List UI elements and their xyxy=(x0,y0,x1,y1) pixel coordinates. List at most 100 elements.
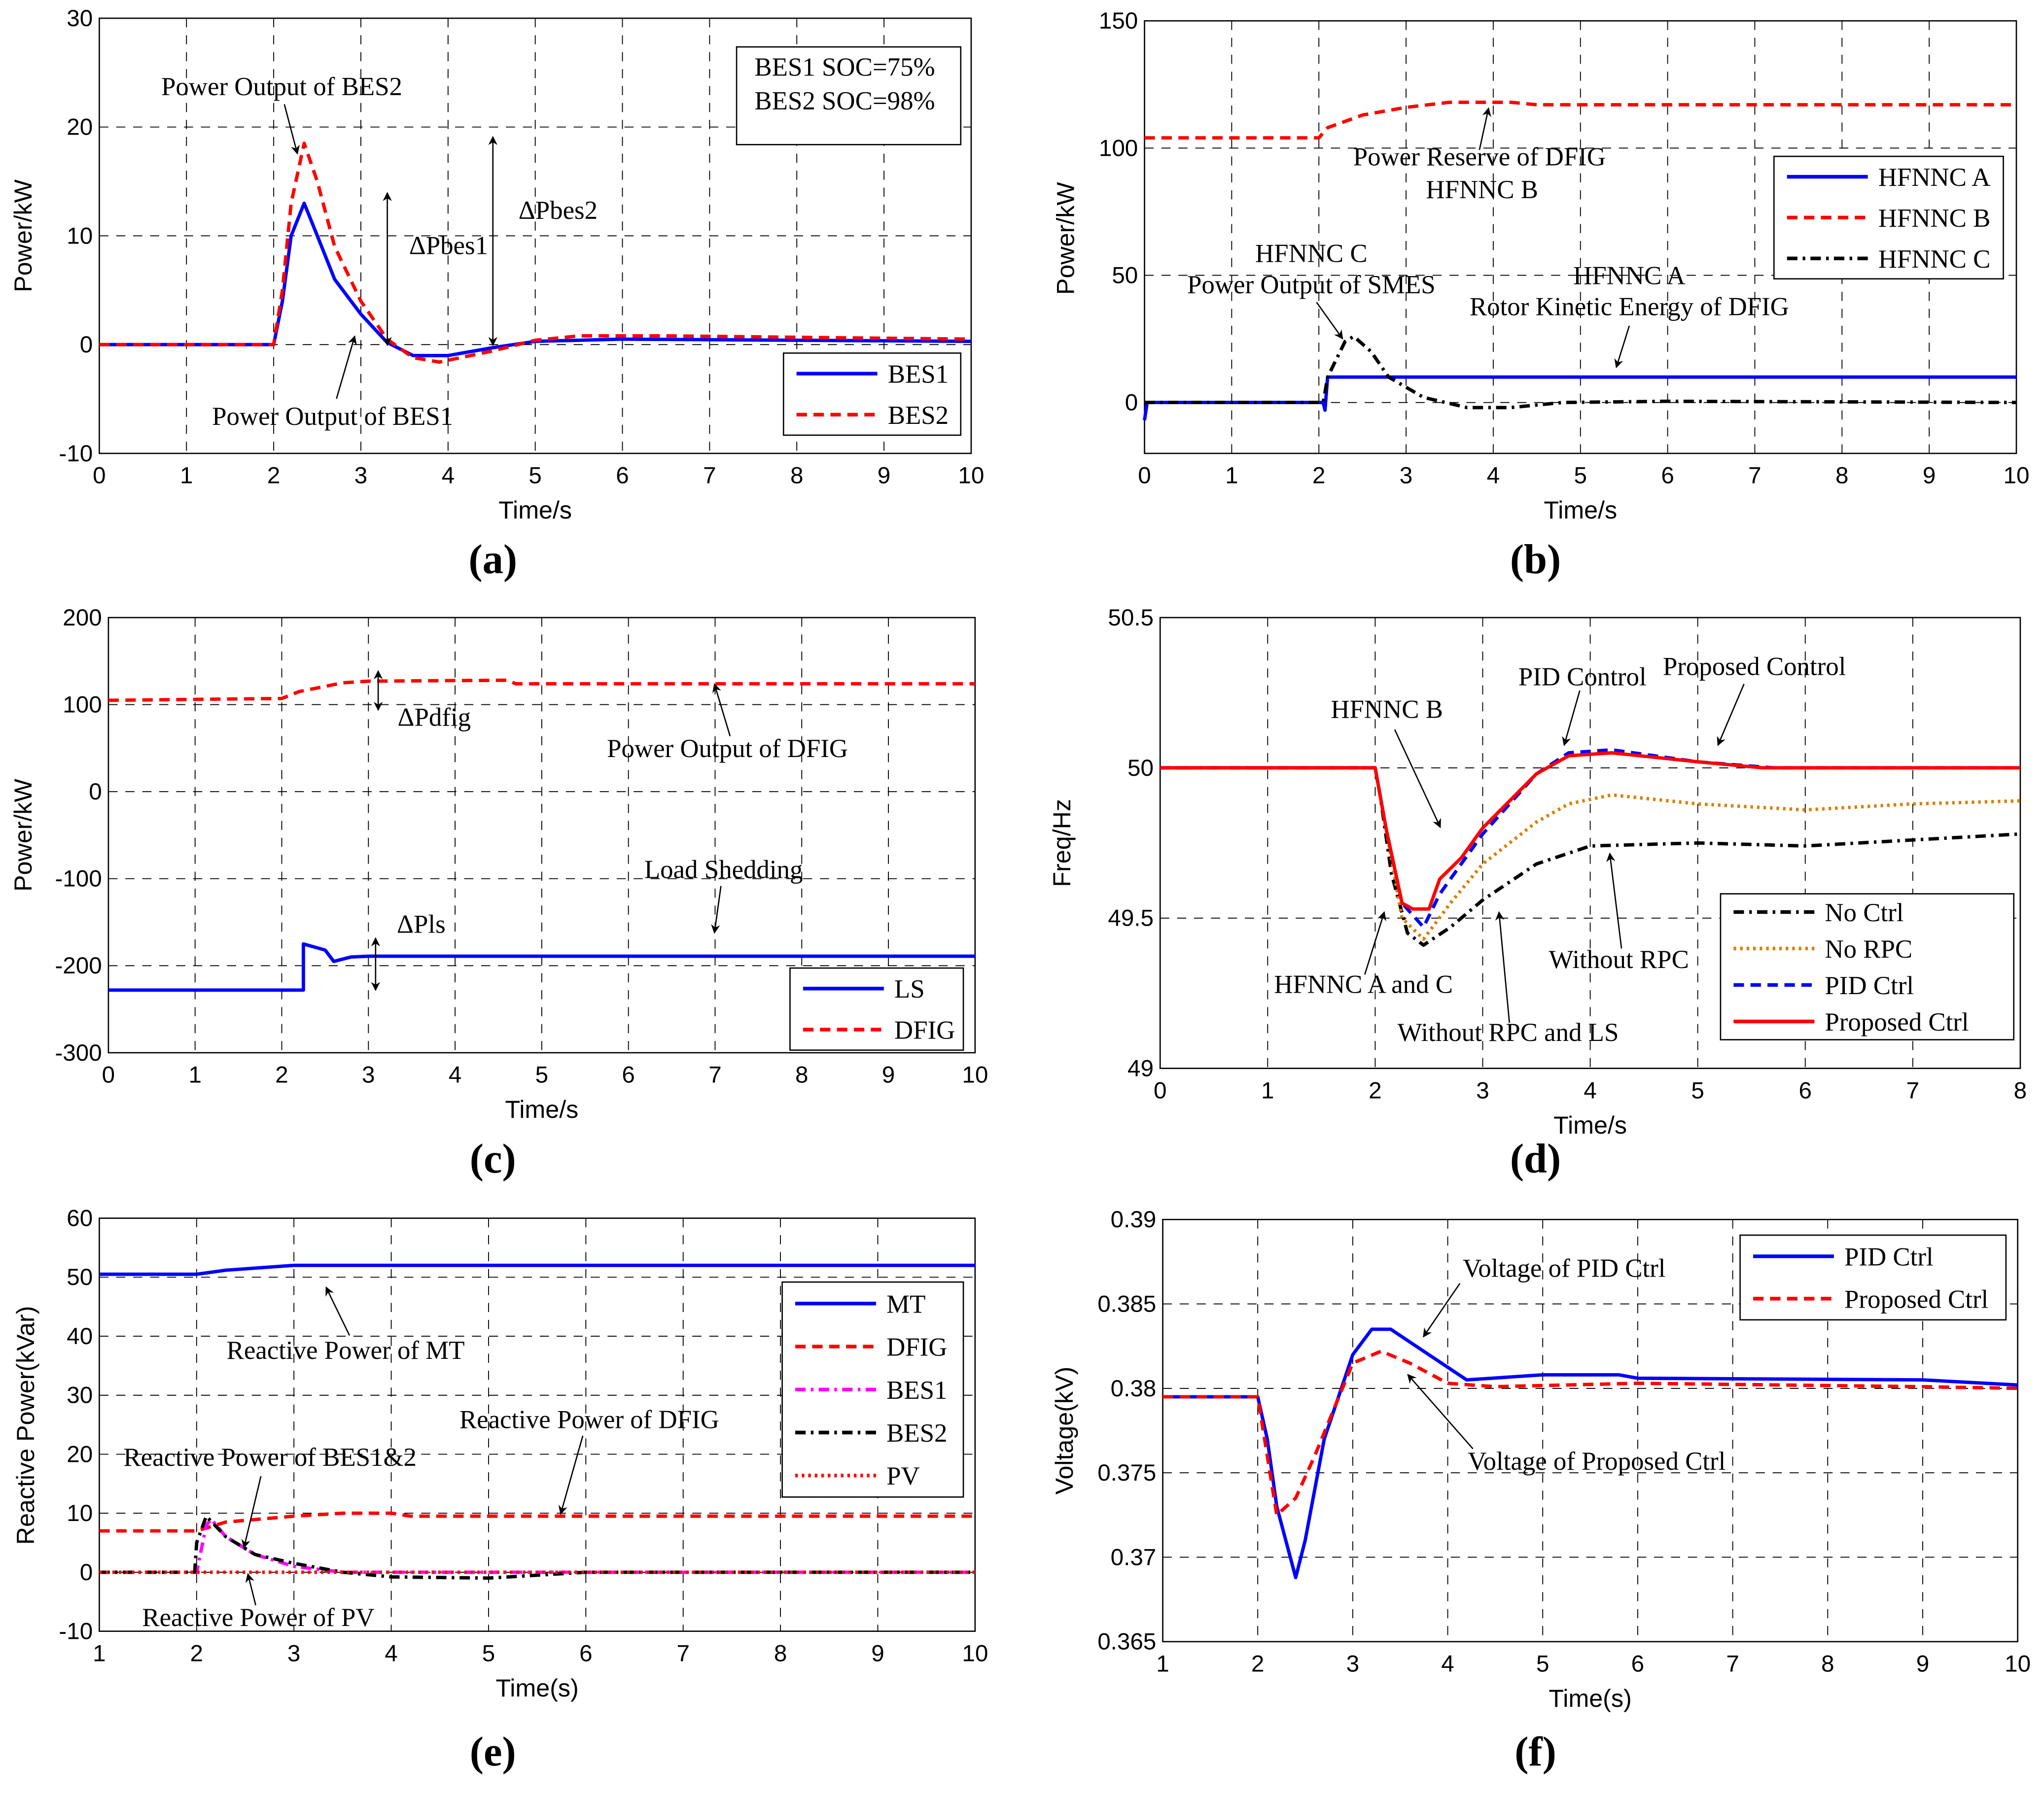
x-tick-label: 9 xyxy=(1923,463,1936,489)
series-line-pid-ctrl xyxy=(1163,1327,2018,1580)
x-tick-label: 3 xyxy=(354,463,367,489)
annotation-reactive-power-of-dfig: Reactive Power of DFIG xyxy=(459,1405,719,1434)
annotation-hfnnc-b: HFNNC B xyxy=(1331,695,1443,724)
legend-label-bes1: BES1 xyxy=(886,1376,947,1405)
y-tick-label: 60 xyxy=(67,1206,93,1232)
x-axis-label: Time/s xyxy=(1553,1111,1627,1139)
y-tick-label: 30 xyxy=(67,5,93,32)
y-tick-label: 0 xyxy=(1125,390,1138,416)
panel-a: 0 1 2 3 4 5 6 7 8 9 10-100102030Time/sPower/kWPowe… xyxy=(9,5,984,583)
y-tick-label: 0.365 xyxy=(1097,1629,1156,1655)
x-tick-label: 2 xyxy=(1251,1651,1264,1677)
x-tick-label: 1 xyxy=(180,463,193,489)
y-tick-label: -10 xyxy=(59,441,93,467)
annotation-arrow-icon xyxy=(241,1476,262,1549)
annotation-reactive-power-of-pv: Reactive Power of PV xyxy=(142,1603,374,1632)
y-tick-label: 50 xyxy=(1112,262,1138,288)
x-tick-label: 9 xyxy=(878,463,890,489)
x-tick-label: 2 xyxy=(275,1062,288,1088)
panel-b: 0 1 2 3 4 5 6 7 8 9 10050100150Time/sPower/kWPower… xyxy=(1052,8,2030,583)
x-axis-label: Time/s xyxy=(505,1096,578,1123)
annotation-load-shedding: Load Shedding xyxy=(644,856,803,884)
x-tick-label: 2 xyxy=(190,1640,203,1666)
panel-f: 1 2 3 4 5 6 7 8 9 10 0.365 0.37 0.375 0.38 0.385 0.39 Ti… xyxy=(1051,1207,2031,1775)
x-tick-label: 10 xyxy=(962,1062,988,1088)
x-axis-label: Time/s xyxy=(1544,496,1617,524)
legend: HFNNC A HFNNC B HFNNC C xyxy=(1773,155,2004,280)
x-tick-label: 9 xyxy=(871,1640,884,1666)
annotation-voltage-of-pid-ctrl: Voltage of PID Ctrl xyxy=(1463,1254,1666,1283)
legend-label-no-ctrl: No Ctrl xyxy=(1825,899,1903,927)
annotation-without-rpc: Without RPC xyxy=(1549,945,1689,974)
y-tick-label: 0.385 xyxy=(1097,1291,1156,1317)
x-tick-label: 7 xyxy=(676,1640,689,1666)
legend-label-bes2: BES2 xyxy=(888,401,949,430)
annotation-arrow-icon xyxy=(1717,684,1745,746)
annotation-arrow-icon xyxy=(1364,911,1386,975)
legend-label-dfig: DFIG xyxy=(886,1333,947,1362)
annotation-arrow-icon xyxy=(1479,107,1491,150)
x-tick-label: 8 xyxy=(795,1062,808,1088)
x-tick-label: 5 xyxy=(1536,1651,1549,1677)
x-tick-label: 2 xyxy=(1369,1077,1381,1104)
series-line-bes2 xyxy=(99,141,971,364)
y-tick-label: 50 xyxy=(67,1264,93,1290)
legend-label-bes2: BES2 xyxy=(886,1419,947,1448)
annotation-arrow-icon xyxy=(711,886,722,934)
x-tick-label: 8 xyxy=(1835,463,1848,489)
x-tick-label: 6 xyxy=(1798,1077,1811,1104)
x-tick-label: 5 xyxy=(529,463,541,489)
y-tick-label: 50 xyxy=(1128,755,1154,781)
x-tick-label: 6 xyxy=(1631,1651,1644,1677)
y-axis-label: Voltage(kV) xyxy=(1051,1367,1078,1495)
x-tick-label: 3 xyxy=(362,1062,375,1088)
annotation-arrow-icon xyxy=(325,1286,351,1336)
soc-info-box xyxy=(736,46,962,145)
y-tick-label: 50.5 xyxy=(1108,605,1154,631)
panel-label: (e) xyxy=(470,1729,516,1775)
x-tick-label: 6 xyxy=(622,1062,634,1088)
annotation-reactive-power-of-bes1-2: Reactive Power of BES1&2 xyxy=(123,1443,417,1472)
annotation-arrow-icon xyxy=(1407,1374,1474,1450)
x-tick-label: 5 xyxy=(1574,463,1586,489)
x-tick-label: 2 xyxy=(1312,463,1325,489)
x-tick-label: 6 xyxy=(1661,463,1674,489)
annotation-arrow-icon xyxy=(1316,302,1343,340)
y-tick-label: 150 xyxy=(1099,8,1138,34)
series-line-proposed-ctrl xyxy=(1160,751,2020,911)
y-tick-label: 10 xyxy=(67,223,93,249)
annotation-arrow-icon xyxy=(1495,911,1510,1023)
annotation-arrow-icon xyxy=(1394,729,1441,829)
annotation-hfnnc-b: HFNNC B xyxy=(1426,175,1538,204)
panel-label: (b) xyxy=(1510,537,1561,583)
y-tick-label: 10 xyxy=(67,1500,93,1526)
x-tick-label: 7 xyxy=(1906,1077,1919,1104)
legend-label-hfnnc-c: HFNNC C xyxy=(1878,245,1991,274)
x-tick-label: 4 xyxy=(1441,1651,1454,1677)
x-tick-label: 1 xyxy=(1156,1651,1169,1677)
series-line-ls xyxy=(108,942,975,992)
x-tick-label: 4 xyxy=(1584,1077,1596,1104)
x-tick-label: 7 xyxy=(703,463,716,489)
annotation-hfnnc-a-and-c: HFNNC A and C xyxy=(1274,970,1453,999)
legend-box xyxy=(1739,1234,2007,1321)
y-tick-label: -10 xyxy=(59,1618,93,1644)
annotation-hfnnc-c: HFNNC C xyxy=(1255,239,1368,268)
x-tick-label: 10 xyxy=(2005,1651,2031,1677)
legend-label-bes1: BES1 xyxy=(888,360,949,389)
x-tick-label: 6 xyxy=(579,1640,592,1666)
annotation-arrow-icon xyxy=(1606,852,1622,949)
y-axis-label: Power/kW xyxy=(1052,182,1080,295)
x-tick-label: 0 xyxy=(102,1062,115,1088)
y-tick-label: 0 xyxy=(80,1559,93,1586)
x-tick-label: 9 xyxy=(882,1062,895,1088)
y-axis-label: Power/kW xyxy=(9,179,37,292)
annotation-arrow-icon xyxy=(245,1573,256,1606)
y-tick-label: 0 xyxy=(80,332,93,358)
panel-label: (c) xyxy=(470,1136,516,1182)
series-line-dfig xyxy=(108,678,975,702)
x-tick-label: 0 xyxy=(1138,463,1151,489)
annotation-hfnnc-a: HFNNC A xyxy=(1573,261,1686,290)
legend: PID Ctrl Proposed Ctrl xyxy=(1739,1234,2007,1321)
x-tick-label: 8 xyxy=(1821,1651,1834,1677)
